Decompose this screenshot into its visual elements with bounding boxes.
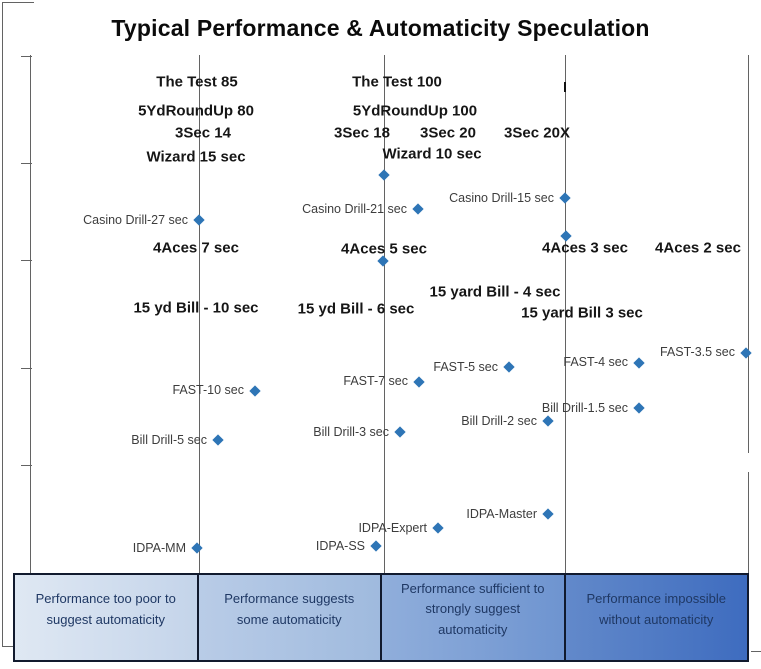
y-axis-tick	[21, 368, 32, 369]
drill-label-3sec-20: 3Sec 20	[420, 124, 476, 142]
outer-top-border-segment	[2, 2, 34, 3]
diamond-marker-fast-7	[413, 376, 425, 388]
drill-label-15yard-bill-4-sec: 15 yard Bill - 4 sec	[429, 283, 561, 301]
drill-label-4aces-7-sec: 4Aces 7 sec	[153, 239, 239, 257]
gridline-category-2	[384, 55, 385, 573]
drill-label-3sec-14: 3Sec 14	[175, 124, 231, 142]
band-panel-impossible-without: Performance impossible without automatic…	[563, 575, 747, 660]
point-label-casino-drill-27: Casino Drill-27 sec	[83, 213, 188, 227]
drill-label-wizard-15-sec: Wizard 15 sec	[146, 148, 246, 166]
drill-label-the-test-85: The Test 85	[156, 73, 238, 91]
point-label-fast-3-5: FAST-3.5 sec	[659, 345, 735, 359]
diamond-marker-fast-4	[633, 357, 645, 369]
diamond-marker-idpa-expert	[432, 522, 444, 534]
point-label-idpa-expert: IDPA-Expert	[358, 521, 427, 535]
diamond-marker-bill-drill-3	[394, 426, 406, 438]
point-label-casino-drill-21: Casino Drill-21 sec	[302, 202, 407, 216]
band-label-suggests-some: Performance suggests some automaticity	[224, 591, 355, 627]
band-panel-strongly-suggest: Performance sufficient to strongly sugge…	[380, 575, 564, 660]
drill-label-15yard-bill-3-sec: 15 yard Bill 3 sec	[521, 304, 643, 322]
outer-bottom-right-dash	[751, 651, 761, 652]
point-label-casino-drill-15: Casino Drill-15 sec	[449, 191, 554, 205]
point-label-fast-7: FAST-7 sec	[343, 374, 408, 388]
point-label-idpa-master: IDPA-Master	[466, 507, 537, 521]
gridline-category-4-lower	[748, 472, 749, 573]
outer-left-border	[2, 2, 3, 646]
point-label-bill-drill-5: Bill Drill-5 sec	[131, 433, 207, 447]
drill-label-wizard-10-sec: Wizard 10 sec	[382, 145, 482, 163]
point-label-fast-10: FAST-10 sec	[172, 383, 244, 397]
diamond-marker-fast-10	[249, 385, 261, 397]
diamond-marker-bill-drill-1-5	[633, 402, 645, 414]
chart-title: Typical Performance & Automaticity Specu…	[111, 15, 650, 41]
gridline-category-3	[565, 55, 566, 573]
point-label-bill-drill-3: Bill Drill-3 sec	[313, 425, 389, 439]
drill-label-3sec-18: 3Sec 18	[334, 124, 390, 142]
diamond-marker-wizard-10	[378, 169, 390, 181]
y-axis-tick	[21, 465, 32, 466]
drill-label-the-test-100: The Test 100	[352, 73, 442, 91]
diamond-marker-casino-drill-15	[559, 192, 571, 204]
drill-label-4aces-5-sec: 4Aces 5 sec	[341, 240, 427, 258]
diamond-marker-casino-drill-27	[193, 214, 205, 226]
outer-bottom-left-foot	[2, 646, 14, 647]
band-panel-too-poor: Performance too poor to suggest automati…	[15, 575, 197, 660]
band-label-impossible-without: Performance impossible without automatic…	[586, 591, 726, 627]
y-axis-tick	[21, 56, 32, 57]
gridline-category-1	[199, 55, 200, 573]
y-axis-tick	[21, 260, 32, 261]
drill-label-4aces-2-sec: 4Aces 2 sec	[655, 239, 741, 257]
point-label-idpa-ss: IDPA-SS	[315, 539, 365, 553]
drill-label-5ydroundup-100: 5YdRoundUp 100	[352, 102, 478, 120]
drill-label-3sec-20x: 3Sec 20X	[504, 124, 570, 142]
diamond-marker-bill-drill-2	[542, 415, 554, 427]
band-panel-suggests-some: Performance suggests some automaticity	[196, 575, 380, 660]
diamond-marker-bill-drill-5	[212, 434, 224, 446]
band-label-strongly-suggest: Performance sufficient to strongly sugge…	[400, 581, 545, 637]
drill-label-4aces-3-sec: 4Aces 3 sec	[542, 239, 628, 257]
diamond-marker-casino-drill-21	[412, 203, 424, 215]
y-axis-tick	[21, 163, 32, 164]
point-label-fast-4: FAST-4 sec	[563, 355, 628, 369]
gridline-category-4-upper	[748, 55, 749, 453]
point-label-bill-drill-1-5: Bill Drill-1.5 sec	[541, 401, 628, 415]
point-label-idpa-mm: IDPA-MM	[132, 541, 186, 555]
point-label-fast-5: FAST-5 sec	[433, 360, 498, 374]
point-label-bill-drill-2: Bill Drill-2 sec	[461, 414, 537, 428]
drill-label-15yd-bill-6-sec: 15 yd Bill - 6 sec	[297, 300, 415, 318]
diamond-marker-idpa-ss	[370, 540, 382, 552]
text-cursor-artifact	[564, 82, 566, 92]
diamond-marker-idpa-master	[542, 508, 554, 520]
drill-label-15yd-bill-10-sec: 15 yd Bill - 10 sec	[133, 299, 259, 317]
y-axis-line	[30, 55, 31, 573]
automaticity-band: Performance too poor to suggest automati…	[13, 573, 749, 662]
diamond-marker-idpa-mm	[191, 542, 203, 554]
diamond-marker-fast-3-5	[740, 347, 752, 359]
band-label-too-poor: Performance too poor to suggest automati…	[35, 591, 176, 627]
diamond-marker-fast-5	[503, 361, 515, 373]
drill-label-5ydroundup-80: 5YdRoundUp 80	[138, 102, 254, 120]
